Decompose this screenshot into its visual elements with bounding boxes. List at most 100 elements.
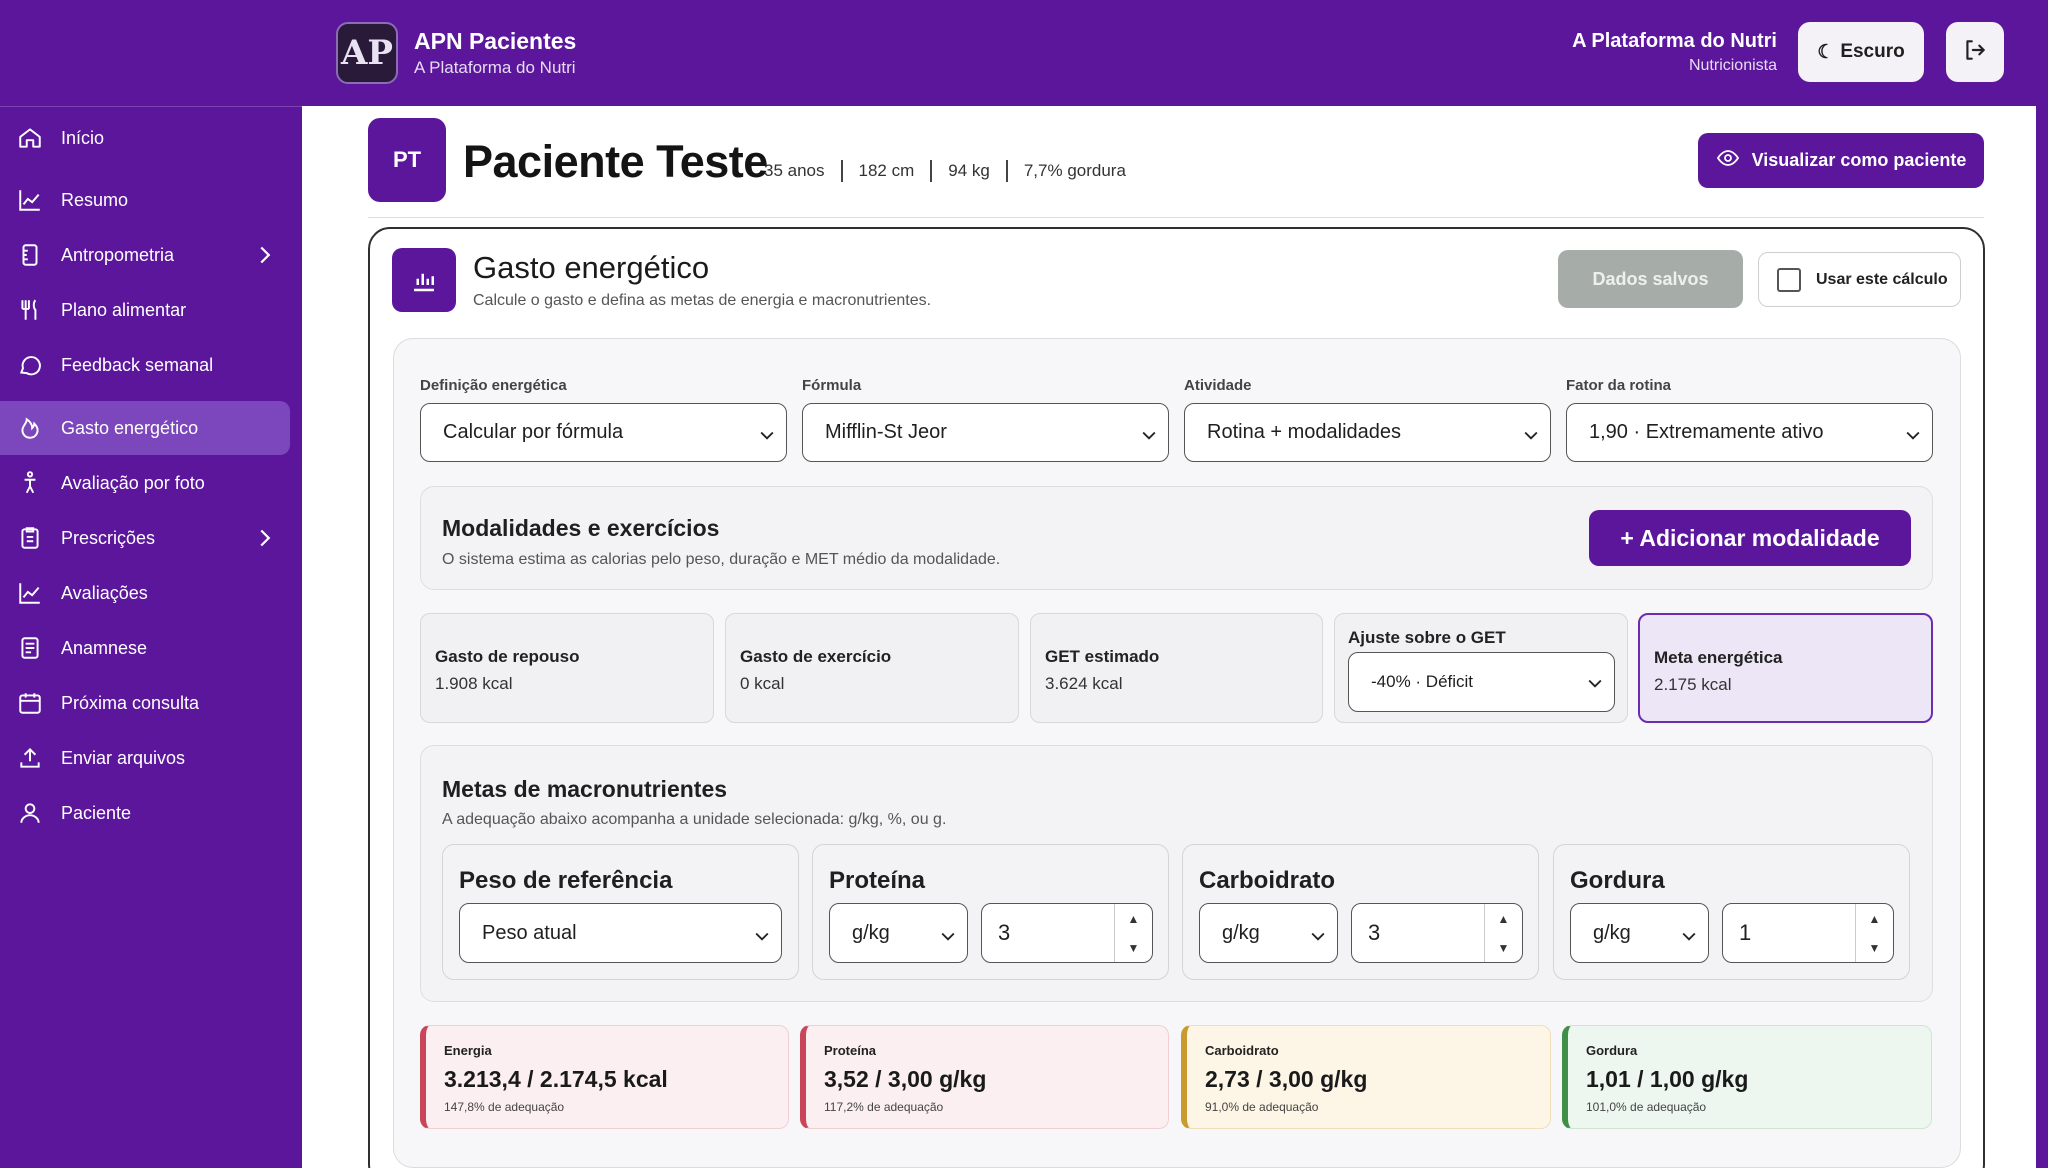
adjustment-select[interactable]: -40% · Déficit	[1348, 652, 1615, 712]
sidebar-item-avaliacao-por-foto[interactable]: Avaliação por foto	[0, 456, 290, 510]
add-modality-button[interactable]: + Adicionar modalidade	[1589, 510, 1911, 566]
protein-unit-select[interactable]: g/kg	[829, 903, 968, 963]
fat-value-input[interactable]: 1 ▲ ▼	[1722, 903, 1894, 963]
stepper-up-icon[interactable]: ▲	[1497, 911, 1510, 926]
metric-card-exercise: Gasto de exercício 0 kcal	[725, 613, 1019, 723]
activity-select[interactable]: Rotina + modalidades	[1184, 403, 1551, 462]
chevron-down-icon	[1682, 927, 1696, 950]
fat-label: Gordura	[1570, 867, 1665, 894]
sidebar-item-plano-alimentar[interactable]: Plano alimentar	[0, 283, 290, 337]
sidebar-item-proxima-consulta[interactable]: Próxima consulta	[0, 676, 290, 730]
select-value: Peso atual	[482, 921, 577, 944]
select-value: Mifflin-St Jeor	[825, 421, 947, 443]
number-stepper[interactable]: ▲ ▼	[1484, 904, 1522, 962]
carb-value-input[interactable]: 3 ▲ ▼	[1351, 903, 1523, 963]
sidebar-item-label: Plano alimentar	[61, 299, 187, 320]
upload-icon	[16, 744, 44, 772]
result-label: Energia	[444, 1043, 492, 1058]
sidebar-item-label: Anamnese	[61, 637, 148, 658]
result-value: 1,01 / 1,00 g/kg	[1586, 1066, 1749, 1092]
routine-factor-select[interactable]: 1,90 · Extremamente ativo	[1566, 403, 1933, 462]
patient-avatar: PT	[368, 118, 446, 202]
calendar-icon	[16, 689, 44, 717]
checkbox-box[interactable]	[1777, 267, 1801, 292]
result-card-fat: Gordura 1,01 / 1,00 g/kg 101,0% de adequ…	[1562, 1025, 1932, 1129]
sidebar-item-prescricoes[interactable]: Prescrições	[0, 511, 290, 565]
reference-weight-select[interactable]: Peso atual	[459, 903, 782, 963]
patient-name: Paciente Teste	[463, 136, 768, 187]
sidebar-item-label: Paciente	[61, 802, 132, 823]
input-value: 3	[1368, 920, 1381, 945]
eye-icon	[1716, 146, 1740, 175]
user-role: Nutricionista	[1688, 57, 1777, 74]
metric-card-adjustment: Ajuste sobre o GET -40% · Déficit	[1334, 613, 1628, 723]
result-adequacy: 91,0% de adequação	[1205, 1100, 1319, 1114]
logout-icon	[1962, 37, 1988, 68]
carb-unit-select[interactable]: g/kg	[1199, 903, 1338, 963]
number-stepper[interactable]: ▲ ▼	[1855, 904, 1893, 962]
metric-card-energy-goal: Meta energética 2.175 kcal	[1638, 613, 1933, 723]
sidebar-item-gasto-energetico[interactable]: Gasto energético	[0, 401, 290, 455]
saved-data-button[interactable]: Dados salvos	[1558, 250, 1743, 308]
app-title: APN Pacientes	[414, 28, 577, 54]
chart-line-icon	[16, 579, 44, 607]
result-value: 3,52 / 3,00 g/kg	[824, 1066, 987, 1092]
sidebar-item-avaliacoes[interactable]: Avaliações	[0, 566, 290, 620]
sidebar-item-paciente[interactable]: Paciente	[0, 786, 290, 840]
user-icon	[16, 799, 44, 827]
app-logo: AP	[336, 22, 398, 84]
stepper-down-icon[interactable]: ▼	[1127, 940, 1140, 955]
chevron-down-icon	[1311, 927, 1325, 950]
view-as-patient-button[interactable]: Visualizar como paciente	[1698, 133, 1984, 188]
number-stepper[interactable]: ▲ ▼	[1114, 904, 1152, 962]
energy-subtitle: Calcule o gasto e defina as metas de ene…	[473, 292, 932, 309]
clipboard-icon	[16, 524, 44, 552]
sidebar-item-label: Avaliação por foto	[61, 472, 205, 493]
stepper-down-icon[interactable]: ▼	[1868, 940, 1881, 955]
select-value: Rotina + modalidades	[1207, 421, 1402, 443]
fat-unit-select[interactable]: g/kg	[1570, 903, 1709, 963]
sidebar-item-label: Próxima consulta	[61, 692, 200, 713]
theme-toggle-button[interactable]: ☾ Escuro	[1798, 22, 1924, 82]
select-value: g/kg	[1593, 921, 1631, 944]
activity-label: Atividade	[1184, 377, 1252, 394]
stepper-up-icon[interactable]: ▲	[1868, 911, 1881, 926]
scrollbar[interactable]	[2036, 0, 2048, 1168]
energy-definition-label: Definição energética	[420, 377, 567, 394]
top-bar: AP APN Pacientes A Plataforma do Nutri A…	[0, 0, 2048, 106]
sidebar-item-enviar-arquivos[interactable]: Enviar arquivos	[0, 731, 290, 785]
sidebar-item-label: Avaliações	[61, 582, 148, 603]
result-card-carb: Carboidrato 2,73 / 3,00 g/kg 91,0% de ad…	[1181, 1025, 1551, 1129]
result-adequacy: 101,0% de adequação	[1586, 1100, 1707, 1114]
sidebar-item-resumo[interactable]: Resumo	[0, 173, 290, 227]
chevron-down-icon	[941, 927, 955, 950]
formula-select[interactable]: Mifflin-St Jeor	[802, 403, 1169, 462]
macros-subtitle: A adequação abaixo acompanha a unidade s…	[442, 811, 947, 828]
sidebar-item-feedback-semanal[interactable]: Feedback semanal	[0, 338, 290, 392]
sidebar-item-antropometria[interactable]: Antropometria	[0, 228, 290, 282]
logout-button[interactable]	[1946, 22, 2004, 82]
sidebar-item-label: Gasto energético	[61, 417, 199, 438]
sidebar-item-anamnese[interactable]: Anamnese	[0, 621, 290, 675]
home-icon	[16, 124, 44, 152]
stepper-up-icon[interactable]: ▲	[1127, 911, 1140, 926]
result-value: 2,73 / 3,00 g/kg	[1205, 1066, 1368, 1092]
stepper-down-icon[interactable]: ▼	[1497, 940, 1510, 955]
patient-weight: 94 kg	[948, 161, 990, 180]
metric-value: 3.624 kcal	[1045, 674, 1123, 693]
chevron-right-icon	[258, 245, 272, 270]
chevron-down-icon	[755, 927, 769, 950]
sidebar-item-inicio[interactable]: Início	[0, 111, 290, 165]
stat-divider	[840, 160, 843, 182]
use-calculation-checkbox[interactable]: Usar este cálculo	[1758, 252, 1961, 307]
sidebar-item-label: Resumo	[61, 189, 129, 210]
metric-card-get: GET estimado 3.624 kcal	[1030, 613, 1323, 723]
modalities-title: Modalidades e exercícios	[442, 515, 720, 541]
result-card-energy: Energia 3.213,4 / 2.174,5 kcal 147,8% de…	[420, 1025, 789, 1129]
reference-weight-box: Peso de referência Peso atual	[442, 844, 799, 980]
protein-value-input[interactable]: 3 ▲ ▼	[981, 903, 1153, 963]
energy-definition-select[interactable]: Calcular por fórmula	[420, 403, 787, 462]
divider	[368, 217, 1984, 218]
sidebar: Início Resumo Antropometria Plano alimen…	[0, 106, 302, 1168]
select-value: Calcular por fórmula	[443, 421, 624, 443]
